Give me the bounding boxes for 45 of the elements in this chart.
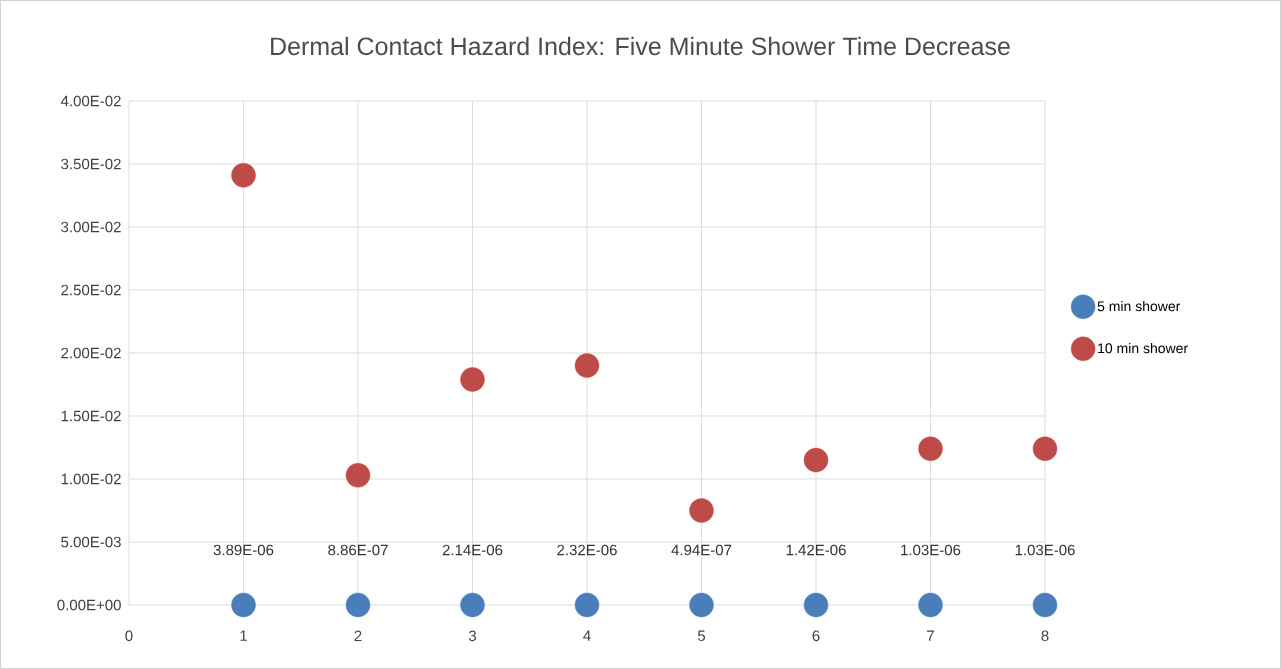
x-tick-label: 0 (125, 630, 133, 642)
data-label: 1.03E-06 (1015, 544, 1075, 556)
x-tick-label: 4 (583, 630, 591, 641)
data-label: 1.03E-06 (901, 544, 961, 556)
point (689, 592, 714, 618)
point (918, 436, 943, 461)
point (574, 592, 600, 618)
y-tick-label: 1.00E-02 (61, 473, 121, 485)
x-tick-label: 2 (354, 630, 362, 642)
point (345, 463, 371, 488)
point (803, 592, 829, 618)
legend-label: 10 min shower (1098, 342, 1188, 354)
point (1032, 436, 1058, 461)
y-tick-label: 3.50E-02 (61, 158, 121, 170)
data-label: 8.86E-07 (328, 544, 388, 556)
data-label: 3.89E-06 (213, 544, 274, 556)
y-tick-label: 1.50E-02 (61, 410, 121, 422)
y-tick-label: 2.50E-02 (61, 284, 121, 296)
y-tick-label: 2.00E-02 (61, 347, 121, 359)
point (1032, 592, 1058, 618)
point (574, 353, 600, 378)
point (460, 367, 485, 392)
point (231, 163, 256, 188)
legend-label: 5 min shower (1097, 300, 1181, 312)
x-tick-label: 6 (812, 630, 820, 642)
chart-title: Dermal Contact Hazard Index: Five Minute Shower Time Decrease (271, 36, 1010, 56)
point (918, 592, 943, 618)
y-tick-label: 5.00E-03 (61, 536, 121, 548)
point (460, 592, 485, 618)
x-tick-label: 1 (240, 630, 247, 641)
x-tick-label: 8 (1041, 630, 1049, 642)
data-label: 4.94E-07 (671, 544, 732, 556)
x-tick-label: 3 (468, 630, 477, 642)
point (345, 592, 371, 618)
data-label: 1.42E-06 (786, 544, 846, 556)
point (803, 447, 829, 473)
y-tick-label: 0.00E+00 (57, 599, 121, 611)
data-label: 2.32E-06 (557, 544, 617, 556)
point (689, 498, 714, 523)
data-label: 2.14E-06 (442, 544, 503, 556)
x-tick-label: 7 (927, 630, 934, 641)
y-tick-label: 3.00E-02 (61, 221, 121, 233)
y-tick-label: 4.00E-02 (60, 95, 121, 107)
x-tick-label: 5 (697, 630, 706, 641)
point (231, 592, 256, 618)
